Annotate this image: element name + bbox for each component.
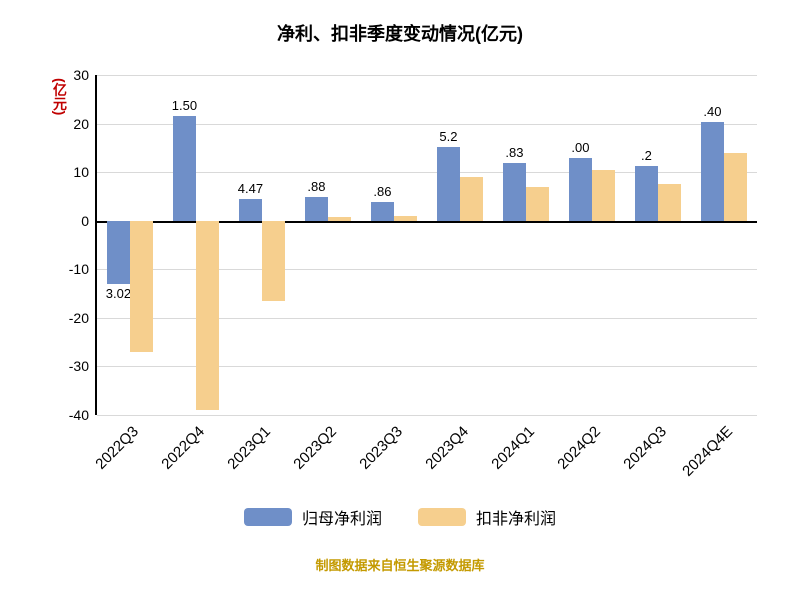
bar-value-label: .40 [703, 104, 721, 119]
gridline [97, 415, 757, 416]
bar-s2 [196, 221, 219, 410]
legend-item: 扣非净利润 [418, 505, 556, 529]
bar-s1 [305, 197, 328, 221]
plot-area: -40-30-20-1001020303.022022Q31.502022Q44… [95, 75, 757, 415]
bar-value-label: 5.2 [439, 129, 457, 144]
y-tick-label: -10 [69, 261, 97, 277]
y-axis-title: (亿元) [50, 78, 70, 115]
bar-s2 [724, 153, 747, 221]
bar-s1 [635, 166, 658, 220]
gridline [97, 172, 757, 173]
bar-s1 [569, 158, 592, 221]
bar-value-label: .88 [307, 179, 325, 194]
y-tick-label: -40 [69, 407, 97, 423]
gridline [97, 124, 757, 125]
bar-s1 [437, 147, 460, 221]
x-tick-label: 2024Q4E [679, 423, 736, 480]
bar-s2 [328, 217, 351, 221]
source-note: 制图数据来自恒生聚源数据库 [0, 555, 800, 574]
bar-value-label: .83 [505, 145, 523, 160]
legend-swatch [244, 508, 292, 526]
x-tick-label: 2022Q3 [92, 423, 142, 473]
bar-value-label: .86 [373, 184, 391, 199]
x-tick-label: 2024Q1 [488, 423, 538, 473]
x-tick-label: 2023Q1 [224, 423, 274, 473]
y-tick-label: 20 [73, 116, 97, 132]
bar-value-label: 1.50 [172, 98, 197, 113]
bar-s1 [107, 221, 130, 284]
x-tick-label: 2022Q4 [158, 423, 208, 473]
bar-s2 [658, 184, 681, 220]
y-tick-label: -30 [69, 358, 97, 374]
bar-s1 [173, 116, 196, 220]
bar-value-label: 4.47 [238, 181, 263, 196]
bar-s1 [371, 202, 394, 221]
bar-s2 [460, 177, 483, 221]
x-tick-label: 2024Q2 [554, 423, 604, 473]
chart-title: 净利、扣非季度变动情况(亿元) [0, 20, 800, 46]
x-tick-label: 2023Q3 [356, 423, 406, 473]
bar-value-label: .00 [571, 140, 589, 155]
legend-label: 归母净利润 [302, 505, 382, 529]
gridline [97, 75, 757, 76]
bar-value-label: .2 [641, 148, 652, 163]
x-tick-label: 2023Q4 [422, 423, 472, 473]
y-tick-label: -20 [69, 310, 97, 326]
y-tick-label: 10 [73, 164, 97, 180]
bar-s2 [526, 187, 549, 221]
x-tick-label: 2024Q3 [620, 423, 670, 473]
bar-s2 [262, 221, 285, 301]
bar-s2 [592, 170, 615, 221]
bar-s1 [701, 122, 724, 221]
bar-s2 [394, 216, 417, 221]
bar-s1 [239, 199, 262, 221]
legend: 归母净利润 扣非净利润 [0, 505, 800, 531]
x-tick-label: 2023Q2 [290, 423, 340, 473]
bar-value-label: 3.02 [106, 286, 131, 301]
legend-swatch [418, 508, 466, 526]
legend-label: 扣非净利润 [476, 505, 556, 529]
legend-item: 归母净利润 [244, 505, 382, 529]
bar-s1 [503, 163, 526, 220]
y-tick-label: 0 [81, 213, 97, 229]
y-tick-label: 30 [73, 67, 97, 83]
bar-s2 [130, 221, 153, 352]
